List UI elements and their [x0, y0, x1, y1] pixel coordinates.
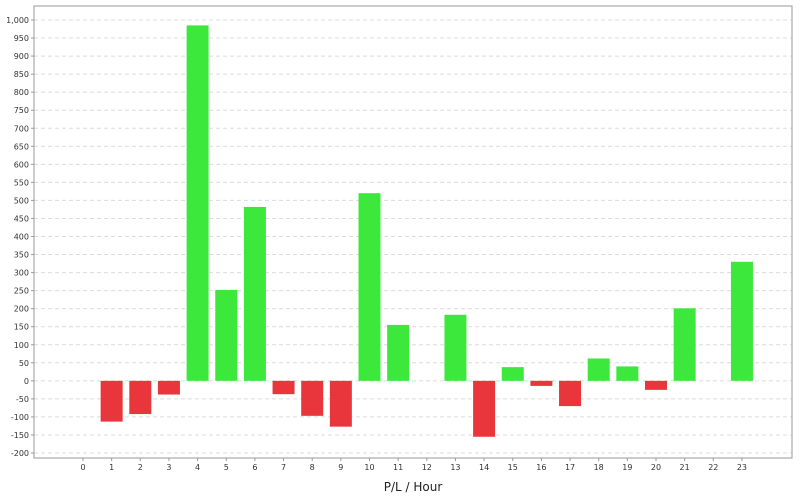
y-tick-label: -150 [11, 431, 29, 440]
y-tick-label: 1,000 [6, 16, 29, 25]
x-tick-label: 9 [338, 463, 343, 472]
x-tick-label: 13 [450, 463, 460, 472]
x-axis-ticks: 0 1 2 3 4 5 6 7 8 9 10 11 12 13 14 15 16 17 18 19 20 21 22 23 [80, 458, 747, 472]
bar-hour-7 [272, 380, 295, 395]
x-tick-label: 17 [565, 463, 575, 472]
bar-hour-9 [329, 380, 352, 427]
plot-frame [33, 5, 793, 459]
bar-hour-8 [301, 380, 324, 416]
y-tick-label: 800 [14, 88, 29, 97]
y-tick-label: 750 [14, 106, 29, 115]
x-tick-label: 1 [109, 463, 114, 472]
x-tick-label: 15 [508, 463, 518, 472]
y-tick-label: 600 [14, 160, 29, 169]
y-tick-label: -100 [11, 413, 29, 422]
x-tick-label: 20 [651, 463, 661, 472]
x-tick-label: 8 [310, 463, 315, 472]
y-tick-label: 400 [14, 233, 29, 242]
y-tick-label: 250 [14, 287, 29, 296]
x-tick-label: 0 [80, 463, 85, 472]
y-tick-label: 550 [14, 178, 29, 187]
grid-layer [34, 19, 792, 454]
bar-hour-1 [100, 380, 123, 422]
bar-hour-3 [157, 380, 180, 395]
x-tick-label: 5 [224, 463, 229, 472]
y-tick-label: -200 [11, 449, 29, 458]
y-tick-label: 300 [14, 269, 29, 278]
bar-hour-10 [358, 193, 381, 381]
x-tick-label: 2 [138, 463, 143, 472]
bar-hour-14 [473, 380, 496, 437]
bar-hour-6 [243, 206, 266, 381]
y-axis-ticks: -200 -150 -100 -50 0 50 100 150 200 250 300 350 400 4… [6, 16, 34, 458]
x-tick-label: 18 [594, 463, 604, 472]
bar-hour-19 [616, 366, 639, 381]
bar-hour-11 [387, 324, 410, 381]
x-tick-label: 11 [393, 463, 403, 472]
bar-hour-13 [444, 314, 467, 381]
bar-hour-18 [587, 358, 610, 381]
x-tick-label: 23 [737, 463, 747, 472]
y-tick-label: 100 [14, 341, 29, 350]
y-tick-label: 500 [14, 196, 29, 205]
y-tick-label: 50 [19, 359, 29, 368]
y-tick-label: 900 [14, 52, 29, 61]
y-tick-label: 650 [14, 142, 29, 151]
x-tick-label: 21 [680, 463, 690, 472]
bar-hour-2 [129, 380, 152, 415]
x-tick-label: 4 [195, 463, 200, 472]
x-axis-title: P/L / Hour [384, 480, 443, 494]
bar-hour-21 [673, 308, 696, 381]
y-tick-label: 450 [14, 214, 29, 223]
x-tick-label: 6 [252, 463, 257, 472]
bar-hour-15 [501, 367, 524, 381]
x-tick-label: 3 [166, 463, 171, 472]
bar-hour-16 [530, 380, 553, 386]
bar-layer [100, 25, 753, 437]
x-tick-label: 14 [479, 463, 489, 472]
x-tick-label: 10 [364, 463, 374, 472]
x-tick-label: 22 [708, 463, 718, 472]
x-tick-label: 16 [536, 463, 546, 472]
bar-hour-5 [215, 289, 238, 381]
y-tick-label: 200 [14, 305, 29, 314]
y-tick-label: 850 [14, 70, 29, 79]
bar-hour-17 [559, 380, 582, 407]
y-tick-label: 950 [14, 34, 29, 43]
bar-hour-4 [186, 25, 209, 381]
y-tick-label: 0 [24, 377, 29, 386]
bar-hour-20 [645, 380, 667, 390]
y-tick-label: 700 [14, 124, 29, 133]
y-tick-label: -50 [16, 395, 29, 404]
x-tick-label: 7 [281, 463, 286, 472]
x-tick-label: 12 [422, 463, 432, 472]
x-tick-label: 19 [622, 463, 632, 472]
bar-hour-23 [730, 261, 753, 381]
y-tick-label: 350 [14, 251, 29, 260]
y-tick-label: 150 [14, 323, 29, 332]
